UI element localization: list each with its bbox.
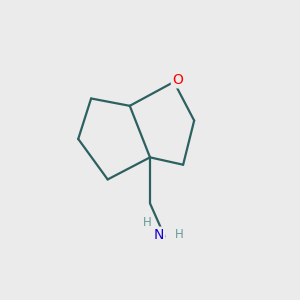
Text: N: N [154, 228, 164, 242]
Text: H: H [143, 216, 152, 229]
Text: O: O [172, 73, 183, 87]
Text: H: H [175, 228, 184, 241]
